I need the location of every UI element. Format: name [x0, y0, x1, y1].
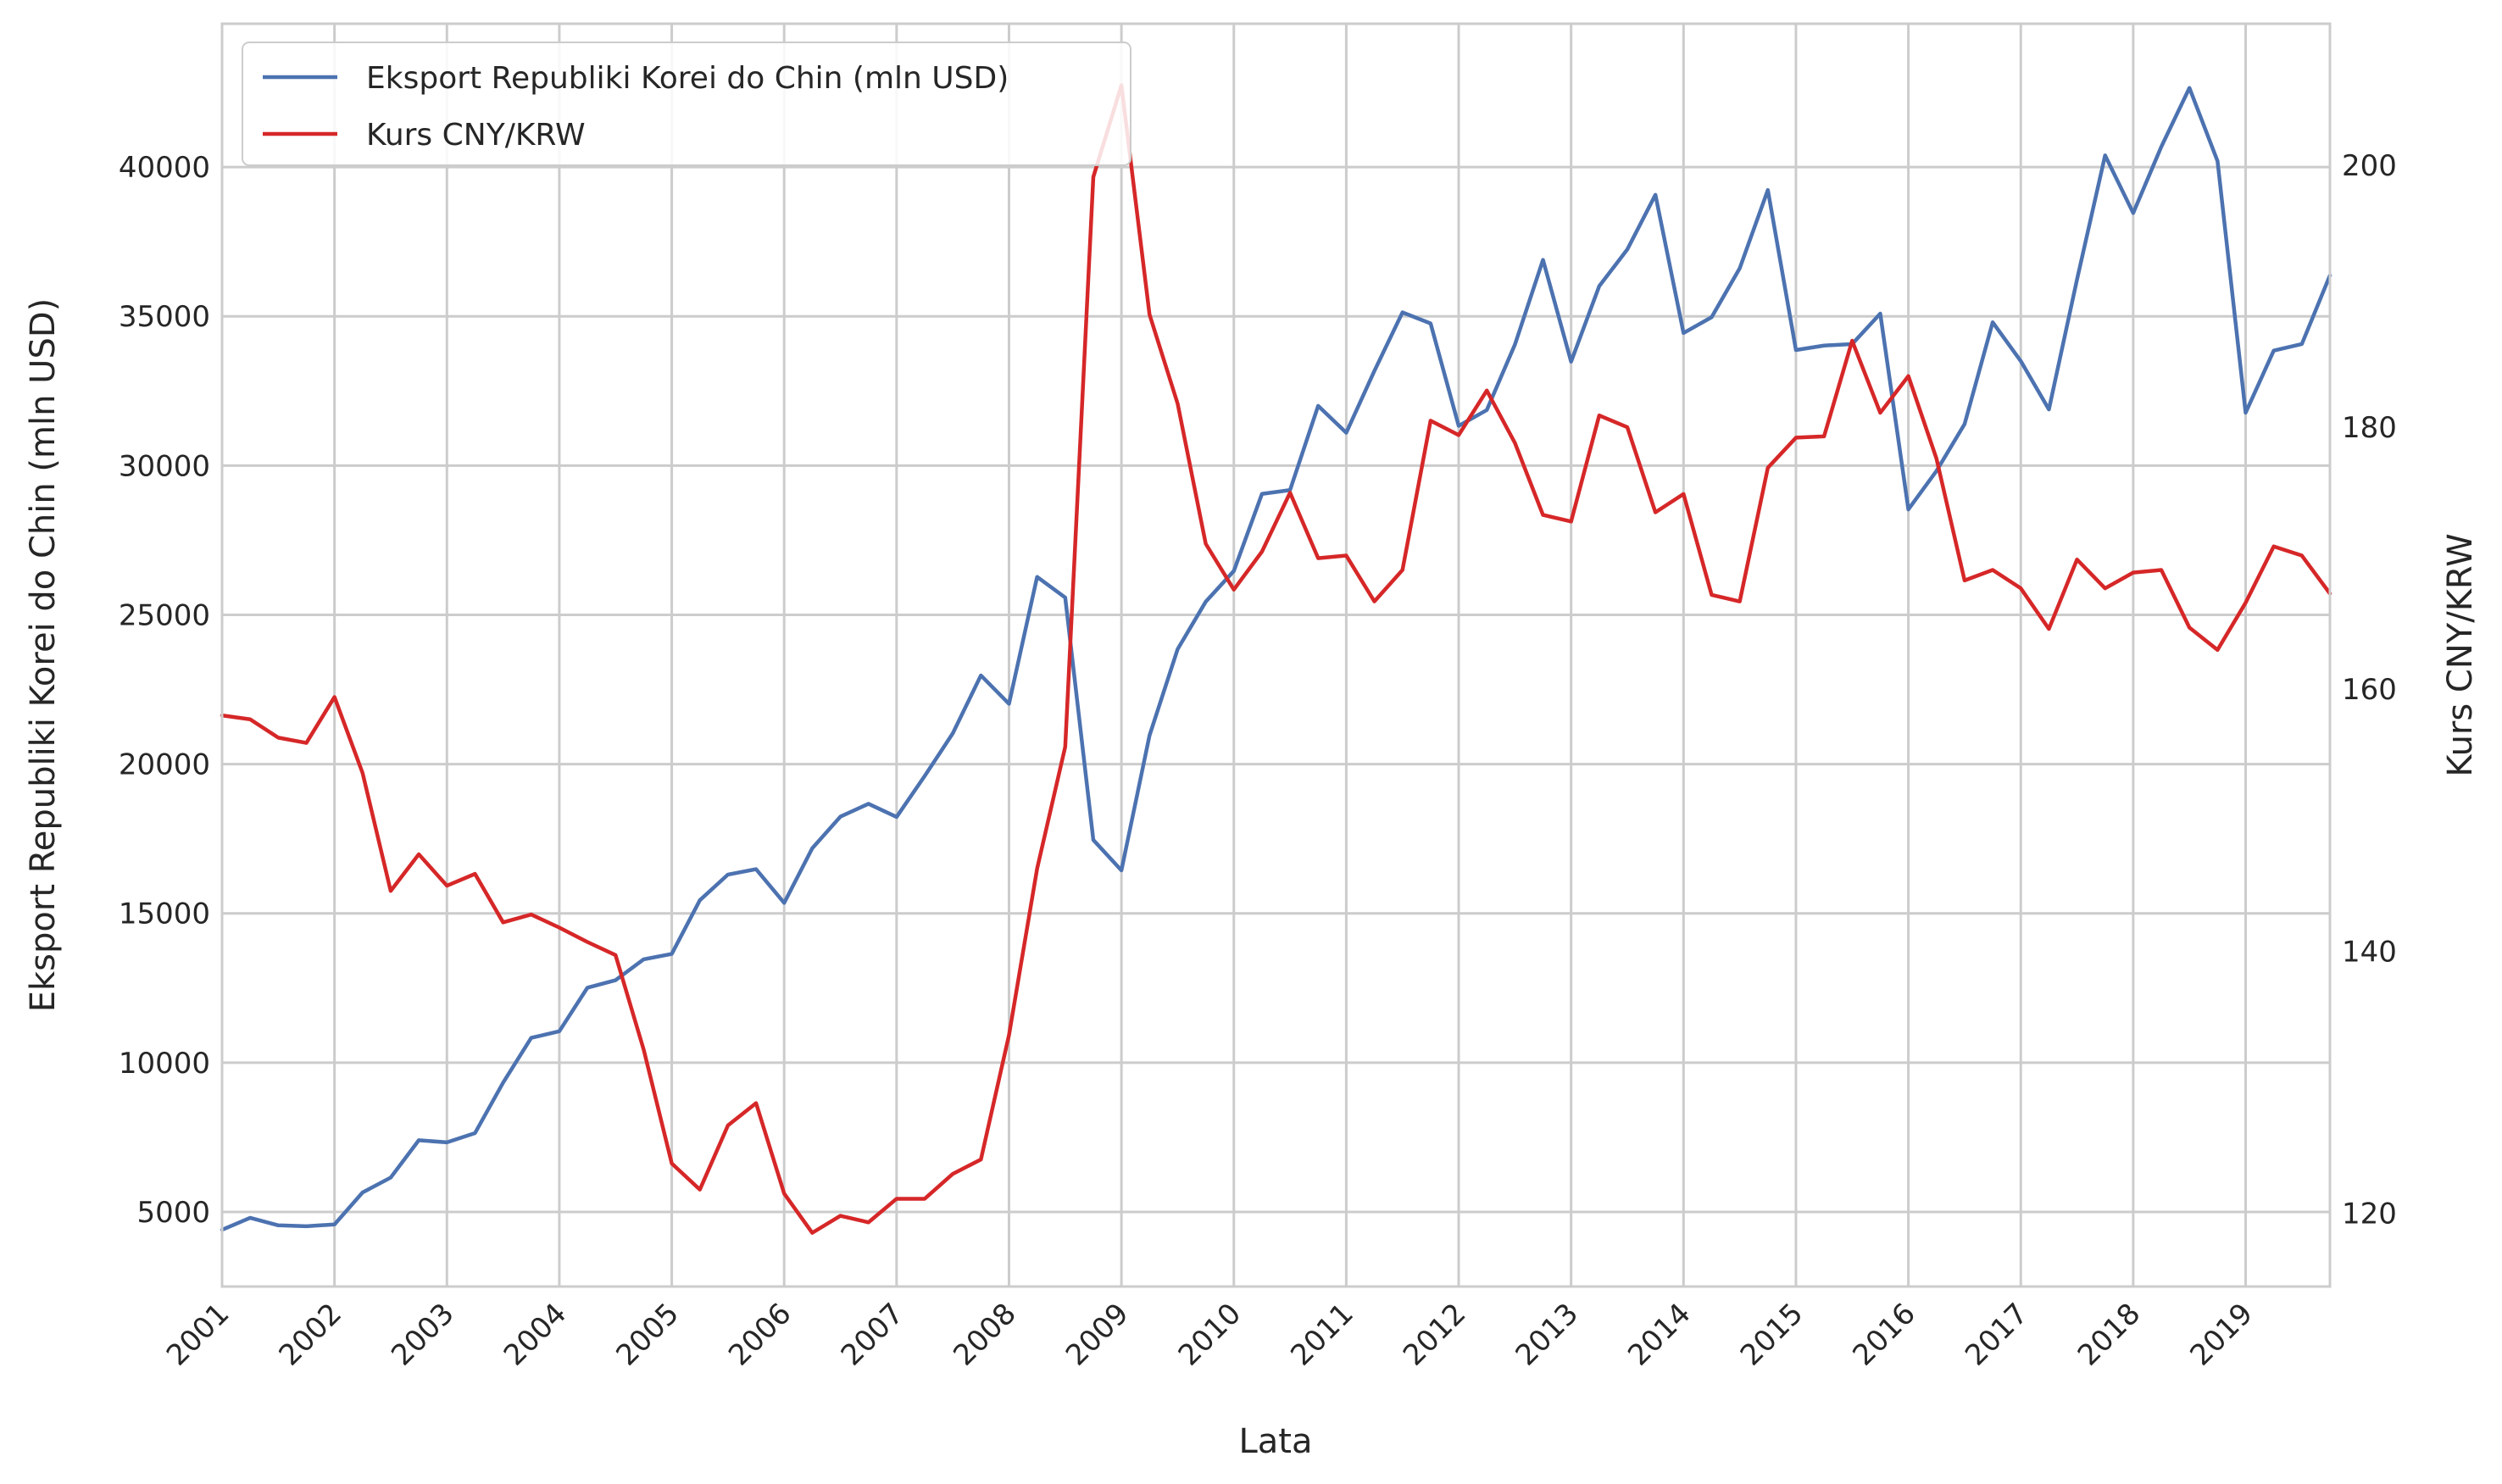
left-tick-label: 40000: [119, 151, 210, 185]
left-tick-label: 15000: [119, 898, 210, 931]
right-tick-label: 180: [2342, 411, 2397, 445]
right-tick-label: 120: [2342, 1197, 2397, 1231]
right-y-axis-label: Kurs CNY/KRW: [2441, 533, 2480, 776]
plot-frame: [220, 22, 2332, 1288]
left-tick-label: 25000: [119, 598, 210, 632]
legend-label-exchange-rate: Kurs CNY/KRW: [366, 118, 586, 153]
left-tick-label: 10000: [119, 1047, 210, 1081]
series-line-exchange-rate: [220, 83, 2332, 1235]
left-tick-label: 20000: [119, 748, 210, 782]
legend-box: [242, 42, 1131, 166]
legend: Eksport Republiki Korei do Chin (mln USD…: [242, 42, 1131, 166]
right-tick-label: 200: [2342, 149, 2397, 183]
x-axis-label: Lata: [1239, 1422, 1313, 1461]
series-layer: [220, 83, 2332, 1235]
series-line-export: [220, 86, 2332, 1232]
left-y-axis-label: Eksport Republiki Korei do Chin (mln USD…: [24, 298, 63, 1013]
left-tick-label: 30000: [119, 449, 210, 483]
grid: [220, 24, 2330, 1287]
right-tick-label: 140: [2342, 935, 2397, 969]
left-tick-label: 35000: [119, 300, 210, 334]
right-axis-ticks: 120 140 160 180 200: [2342, 149, 2397, 1231]
left-axis-ticks: 5000 10000 15000 20000 25000 30000 35000 40000: [119, 151, 210, 1230]
right-tick-label: 160: [2342, 673, 2397, 707]
left-tick-label: 5000: [136, 1196, 210, 1230]
legend-label-export: Eksport Republiki Korei do Chin (mln USD…: [366, 61, 1009, 96]
